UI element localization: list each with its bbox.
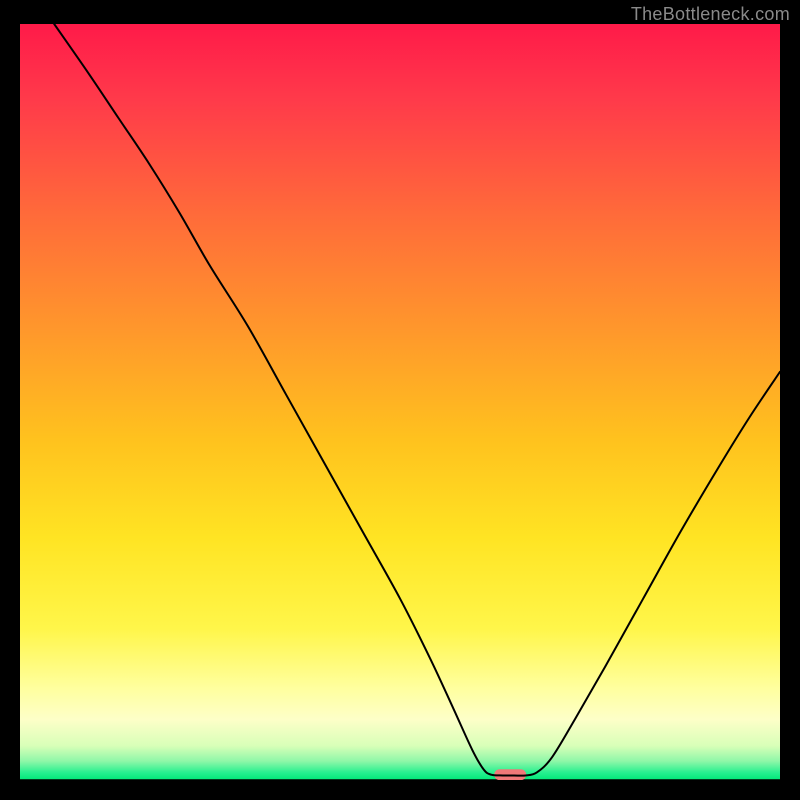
watermark-text: TheBottleneck.com bbox=[631, 4, 790, 25]
plot-area bbox=[20, 24, 780, 780]
gradient-background bbox=[20, 24, 780, 780]
chart-frame: TheBottleneck.com bbox=[0, 0, 800, 800]
bottleneck-curve-chart bbox=[20, 24, 780, 780]
